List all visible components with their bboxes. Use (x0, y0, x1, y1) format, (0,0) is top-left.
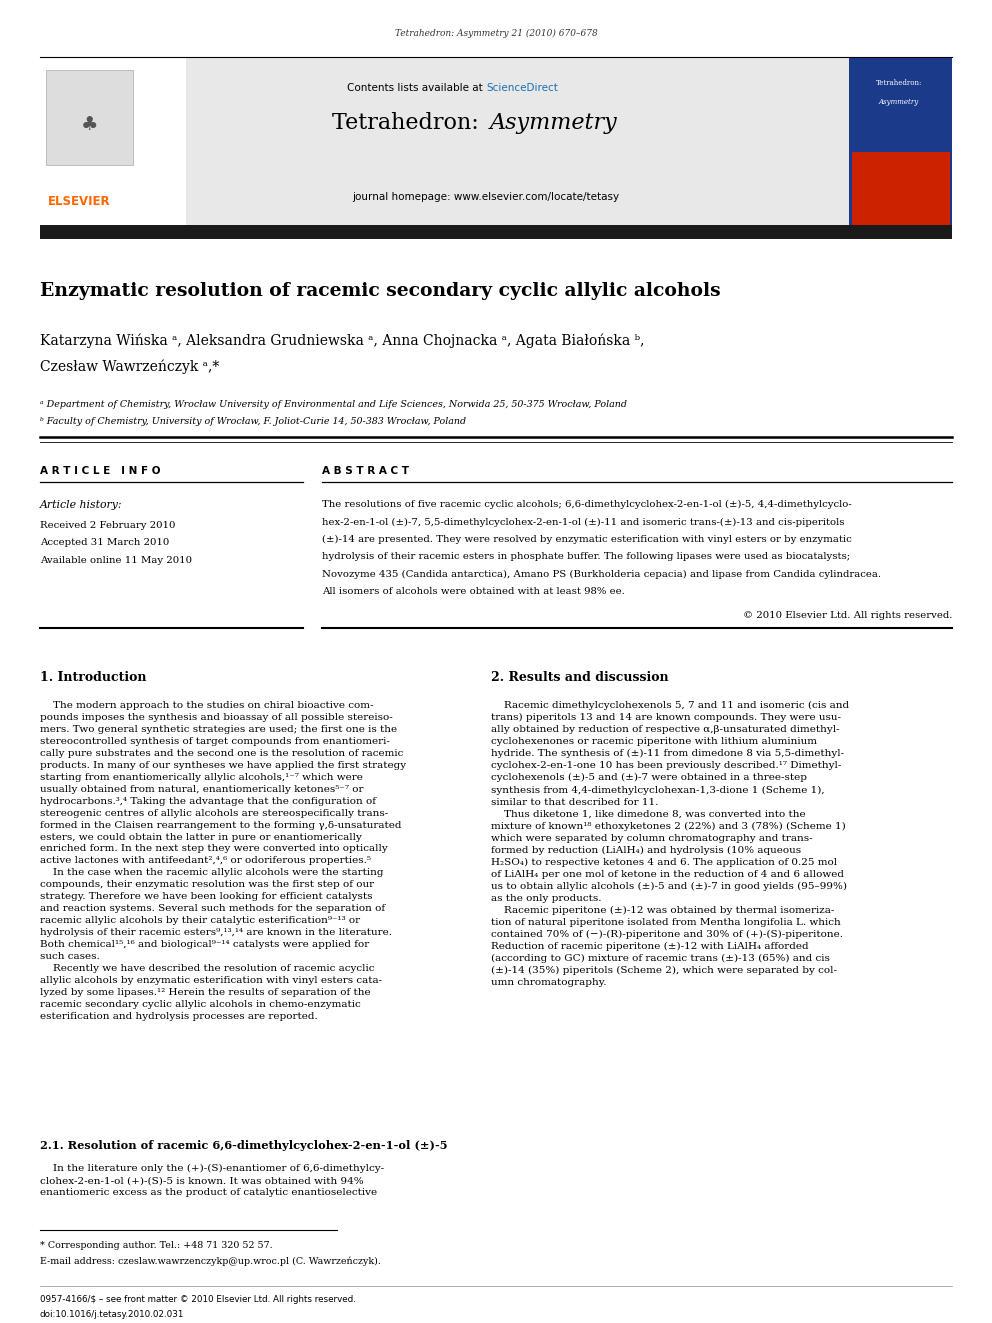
Text: ScienceDirect: ScienceDirect (486, 83, 558, 94)
Text: Contents lists available at: Contents lists available at (347, 83, 486, 94)
Text: Asymmetry: Asymmetry (490, 112, 618, 135)
Text: 1. Introduction: 1. Introduction (40, 671, 146, 684)
Text: The resolutions of five racemic cyclic alcohols; 6,6-dimethylcyclohex-2-en-1-ol : The resolutions of five racemic cyclic a… (322, 500, 852, 509)
Text: doi:10.1016/j.tetasy.2010.02.031: doi:10.1016/j.tetasy.2010.02.031 (40, 1310, 185, 1319)
Text: Novozyme 435 (Candida antarctica), Amano PS (Burkholderia cepacia) and lipase fr: Novozyme 435 (Candida antarctica), Amano… (322, 570, 882, 579)
Text: (±)-14 are presented. They were resolved by enzymatic esterification with vinyl : (±)-14 are presented. They were resolved… (322, 534, 852, 544)
Text: journal homepage: www.elsevier.com/locate/tetasy: journal homepage: www.elsevier.com/locat… (352, 192, 620, 202)
Text: A B S T R A C T: A B S T R A C T (322, 466, 410, 476)
Text: Katarzyna Wińska ᵃ, Aleksandra Grudniewska ᵃ, Anna Chojnacka ᵃ, Agata Białońska : Katarzyna Wińska ᵃ, Aleksandra Grudniews… (40, 333, 644, 348)
Text: The modern approach to the studies on chiral bioactive com-
pounds imposes the s: The modern approach to the studies on ch… (40, 701, 406, 1020)
Text: Article history:: Article history: (40, 500, 122, 511)
Text: Enzymatic resolution of racemic secondary cyclic allylic alcohols: Enzymatic resolution of racemic secondar… (40, 282, 720, 300)
Text: ♣: ♣ (80, 115, 98, 134)
Bar (40, 57, 186, 228)
Text: hydrolysis of their racemic esters in phosphate buffer. The following lipases we: hydrolysis of their racemic esters in ph… (322, 553, 851, 561)
Text: Tetrahedron:: Tetrahedron: (332, 112, 486, 135)
Text: © 2010 Elsevier Ltd. All rights reserved.: © 2010 Elsevier Ltd. All rights reserved… (743, 611, 952, 620)
Text: 0957-4166/$ – see front matter © 2010 Elsevier Ltd. All rights reserved.: 0957-4166/$ – see front matter © 2010 El… (40, 1295, 355, 1304)
Bar (40, 57, 952, 228)
Text: Received 2 February 2010: Received 2 February 2010 (40, 521, 175, 531)
Text: hex-2-en-1-ol (±)-7, 5,5-dimethylcyclohex-2-en-1-ol (±)-11 and isomeric trans-(±: hex-2-en-1-ol (±)-7, 5,5-dimethylcyclohe… (322, 517, 845, 527)
Bar (849, 57, 952, 228)
Text: Available online 11 May 2010: Available online 11 May 2010 (40, 556, 191, 565)
Text: Accepted 31 March 2010: Accepted 31 March 2010 (40, 538, 169, 548)
Text: Tetrahedron: Asymmetry 21 (2010) 670–678: Tetrahedron: Asymmetry 21 (2010) 670–678 (395, 29, 597, 38)
Text: In the literature only the (+)-(S)-enantiomer of 6,6-dimethylcy-
clohex-2-en-1-o: In the literature only the (+)-(S)-enant… (40, 1164, 384, 1197)
Text: E-mail address: czeslaw.wawrzenczykp@up.wroc.pl (C. Wawrzeńczyk).: E-mail address: czeslaw.wawrzenczykp@up.… (40, 1257, 381, 1266)
Bar (46, 70, 133, 165)
Text: Czesław Wawrzeńczyk ᵃ,*: Czesław Wawrzeńczyk ᵃ,* (40, 360, 219, 374)
Text: 2. Results and discussion: 2. Results and discussion (491, 671, 669, 684)
Text: Asymmetry: Asymmetry (879, 98, 919, 106)
Bar (40, 225, 952, 239)
Bar (852, 152, 950, 225)
Text: 2.1. Resolution of racemic 6,6-dimethylcyclohex-2-en-1-ol (±)-5: 2.1. Resolution of racemic 6,6-dimethylc… (40, 1140, 447, 1151)
Text: A R T I C L E   I N F O: A R T I C L E I N F O (40, 466, 160, 476)
Text: ᵃ Department of Chemistry, Wrocław University of Environmental and Life Sciences: ᵃ Department of Chemistry, Wrocław Unive… (40, 400, 627, 409)
Text: ELSEVIER: ELSEVIER (48, 194, 110, 208)
Text: ᵇ Faculty of Chemistry, University of Wrocław, F. Joliot-Curie 14, 50-383 Wrocła: ᵇ Faculty of Chemistry, University of Wr… (40, 417, 466, 426)
Text: Racemic dimethylcyclohexenols 5, 7 and 11 and isomeric (cis and
trans) piperitol: Racemic dimethylcyclohexenols 5, 7 and 1… (491, 701, 849, 987)
Text: All isomers of alcohols were obtained with at least 98% ee.: All isomers of alcohols were obtained wi… (322, 587, 625, 597)
Text: Tetrahedron:: Tetrahedron: (876, 79, 922, 87)
Text: * Corresponding author. Tel.: +48 71 320 52 57.: * Corresponding author. Tel.: +48 71 320… (40, 1241, 273, 1250)
